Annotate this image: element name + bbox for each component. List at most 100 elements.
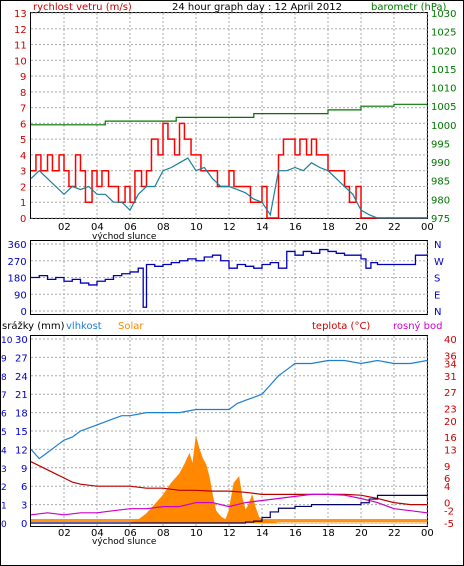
- rain-axis-label: srážky (mm): [2, 320, 65, 332]
- dewpoint-line: [30, 493, 428, 516]
- wind-y-tick: 0: [20, 214, 26, 225]
- direction-y-tick: 90: [14, 290, 27, 301]
- x-tick-label: 02: [58, 528, 71, 539]
- x-tick-label: 04: [91, 222, 104, 233]
- pressure-y-tick: 1030: [431, 9, 456, 20]
- temperature-axis-label: teplota (°C): [312, 321, 370, 332]
- temperature-y-tick: 31: [444, 372, 457, 383]
- solar-area: [31, 436, 427, 524]
- dewpoint-axis-label: rosný bod: [393, 320, 442, 332]
- climate-panel-frame: [30, 335, 428, 527]
- barometer-axis-label: barometr (hPa): [371, 2, 447, 13]
- x-tick-label: 10: [190, 222, 203, 233]
- temperature-y-tick: 13: [444, 445, 457, 456]
- wind-y-tick: 9: [20, 72, 26, 83]
- temperature-line: [30, 461, 427, 506]
- temperature-y-tick: 6: [444, 474, 450, 485]
- wind-y-tick: 2: [20, 182, 26, 193]
- temperature-y-tick: 36: [444, 351, 457, 362]
- solar-baseline: [31, 519, 427, 522]
- humidity-y-tick: 3: [21, 501, 27, 512]
- x-tick-label: 00: [421, 528, 434, 539]
- x-tick-label: 04: [91, 528, 104, 539]
- rain-y-tick: 1: [1, 502, 7, 512]
- pressure-y-tick: 975: [431, 214, 450, 225]
- temperature-y-tick: 40: [444, 335, 457, 346]
- direction-y-tick: 360: [8, 240, 27, 251]
- x-tick-label: 14: [256, 528, 269, 539]
- wind-panel-series: [30, 103, 427, 219]
- wind-y-tick: 13: [14, 9, 27, 20]
- wind-y-tick: 10: [14, 56, 27, 67]
- x-tick-label: 06: [124, 222, 137, 233]
- humidity-y-tick: 6: [21, 482, 27, 493]
- wind-direction-line: [31, 248, 427, 308]
- temperature-y-tick: 27: [444, 388, 457, 399]
- climate-panel-grid: [31, 336, 428, 526]
- humidity-axis-label: vlhkost: [66, 321, 102, 332]
- temperature-y-tick: 20: [444, 417, 457, 428]
- temperature-y-tick: 34: [444, 360, 457, 371]
- wind-panel-ticks: 0123456789101112139759809859909951000100…: [14, 9, 456, 233]
- rain-y-tick: 5: [1, 428, 7, 438]
- x-tick-label: 12: [223, 528, 236, 539]
- wind-axis-label: rychlost vetru (m/s): [33, 2, 132, 13]
- humidity-y-tick: 9: [21, 464, 27, 475]
- temperature-y-tick: 4: [444, 482, 450, 493]
- rain-y-tick: 10: [1, 336, 13, 346]
- compass-tick: N: [434, 307, 441, 318]
- rain-y-tick: 4: [1, 446, 7, 456]
- x-tick-label: 08: [157, 528, 170, 539]
- pressure-y-tick: 1005: [431, 102, 456, 113]
- x-tick-label: 06: [124, 528, 137, 539]
- pressure-y-tick: 995: [431, 139, 450, 150]
- x-tick-label: 18: [322, 528, 335, 539]
- x-tick-label: 22: [388, 222, 401, 233]
- humidity-line: [30, 359, 428, 460]
- pressure-y-tick: 990: [431, 158, 450, 169]
- x-tick-label: 18: [322, 222, 335, 233]
- wind-y-tick: 8: [20, 88, 26, 99]
- compass-tick: W: [434, 257, 444, 268]
- temperature-y-tick: 16: [444, 433, 457, 444]
- pressure-y-tick: 980: [431, 195, 450, 206]
- direction-panel-grid: [31, 241, 428, 314]
- x-tick-label: 12: [223, 222, 236, 233]
- pressure-y-tick: 1020: [431, 46, 456, 57]
- pressure-y-tick: 1000: [431, 121, 456, 132]
- humidity-y-tick: 18: [15, 409, 28, 420]
- x-tick-label: 20: [355, 222, 368, 233]
- humidity-y-tick: 24: [15, 372, 28, 383]
- x-tick-label: 10: [190, 528, 203, 539]
- wind-gust-line: [31, 122, 427, 219]
- humidity-y-tick: 0: [21, 519, 27, 530]
- humidity-y-tick: 21: [15, 390, 28, 401]
- compass-tick: N: [434, 240, 441, 251]
- rain-y-tick: 9: [1, 354, 7, 364]
- solar-axis-label: Solar: [118, 321, 144, 332]
- rain-y-tick: 2: [1, 483, 7, 493]
- direction-panel-series: [31, 248, 427, 308]
- x-tick-label: 16: [289, 528, 302, 539]
- pressure-y-tick: 1010: [431, 84, 456, 95]
- rain-line: [31, 494, 427, 524]
- chart-title: 24 hour graph day : 12 April 2012: [172, 2, 342, 13]
- wind-y-tick: 7: [20, 104, 26, 115]
- rain-y-tick: 6: [1, 410, 7, 420]
- rain-y-tick: 7: [1, 391, 7, 401]
- temperature-y-tick: -2: [444, 507, 454, 518]
- rain-y-tick: 3: [1, 465, 7, 475]
- pressure-y-tick: 1025: [431, 28, 456, 39]
- wind-y-tick: 3: [20, 167, 26, 178]
- wind-y-tick: 6: [20, 119, 26, 130]
- compass-tick: S: [434, 274, 440, 285]
- direction-y-tick: 270: [8, 257, 27, 268]
- humidity-y-tick: 12: [15, 445, 28, 456]
- wind-y-tick: 11: [14, 41, 27, 52]
- pressure-line: [31, 103, 427, 126]
- x-tick-label: 14: [256, 222, 269, 233]
- direction-y-tick: 180: [8, 274, 27, 285]
